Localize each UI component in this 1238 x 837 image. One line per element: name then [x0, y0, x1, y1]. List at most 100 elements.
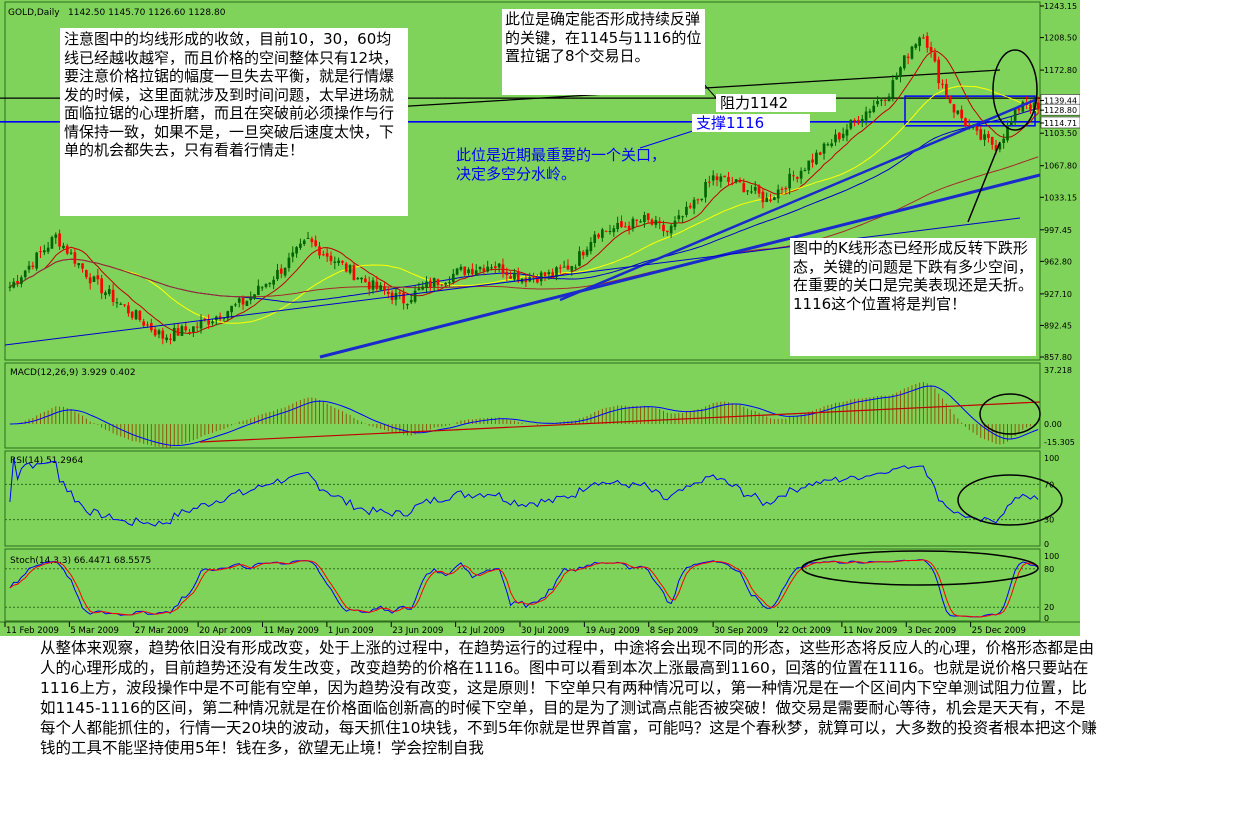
- candle-body: [708, 181, 711, 183]
- candle-body: [700, 198, 704, 200]
- long-trend-line: [319, 173, 1041, 359]
- candle-body: [757, 185, 761, 194]
- candle-body: [386, 291, 390, 294]
- candle-body: [987, 133, 990, 138]
- candle-body: [627, 225, 631, 230]
- candle-body: [497, 263, 501, 268]
- candle-body: [822, 143, 826, 154]
- candle-body: [1032, 102, 1036, 110]
- candle-body: [333, 261, 337, 263]
- candle-body: [329, 255, 333, 262]
- candle-body: [765, 197, 769, 202]
- candle-body: [69, 252, 73, 254]
- candle-body: [291, 252, 295, 257]
- candle-body: [12, 281, 16, 288]
- candle-body: [1006, 125, 1009, 141]
- candle-body: [593, 234, 597, 243]
- candle-body: [39, 251, 42, 253]
- candle-body: [283, 267, 287, 276]
- candle-body: [31, 265, 35, 268]
- candle-body: [532, 275, 535, 278]
- candle-body: [440, 284, 444, 286]
- macd-series: [9, 382, 1041, 448]
- candle-body: [925, 36, 929, 48]
- price-tick-label: 857.80: [1044, 353, 1072, 362]
- candle-body: [432, 278, 436, 287]
- candle-body: [914, 44, 918, 48]
- candle-body: [543, 272, 547, 277]
- candle-body: [753, 187, 757, 191]
- candle-body: [646, 213, 650, 220]
- candle-body: [551, 272, 555, 277]
- candle-body: [837, 132, 841, 140]
- candle-body: [35, 252, 39, 269]
- candle-body: [799, 170, 803, 179]
- short-trend-line: [559, 98, 1036, 302]
- candle-body: [864, 111, 868, 121]
- candle-body: [88, 277, 92, 284]
- date-tick-label: 5 Mar 2009: [70, 626, 118, 636]
- indicator-tick-label: 100: [1044, 552, 1059, 561]
- candle-body: [704, 181, 707, 198]
- indicator-tick-label: 0: [1044, 540, 1049, 549]
- candle-body: [601, 229, 604, 238]
- candle-body: [834, 134, 837, 143]
- chart-area: GOLD,Daily 1142.50 1145.70 1126.60 1128.…: [0, 0, 1081, 636]
- candle-body: [1017, 108, 1021, 111]
- candle-body: [673, 220, 677, 228]
- candle-body: [811, 159, 814, 163]
- price-tick-label: 1128.80: [1044, 106, 1077, 115]
- candle-body: [207, 320, 211, 325]
- candle-body: [623, 226, 627, 228]
- candle-body: [658, 221, 662, 224]
- candle-body: [635, 219, 639, 221]
- candle-body: [482, 268, 486, 272]
- date-tick-label: 11 Feb 2009: [6, 626, 59, 636]
- candle-body: [769, 199, 772, 201]
- candle-body: [589, 242, 593, 252]
- candle-body: [463, 266, 467, 275]
- price-tick-label: 1103.50: [1044, 129, 1077, 138]
- candle-body: [742, 183, 746, 193]
- stoch-label: Stoch(14,3,3) 66.4471 68.5575: [10, 556, 151, 566]
- candle-body: [964, 118, 967, 127]
- candle-body: [321, 254, 325, 256]
- price-tick-label: 1139.44: [1044, 96, 1077, 105]
- candle-body: [417, 288, 421, 291]
- candle-body: [237, 298, 241, 303]
- candle-body: [620, 221, 623, 228]
- candle-body: [868, 111, 872, 113]
- date-tick-label: 3 Dec 2009: [907, 626, 956, 636]
- date-tick-label: 30 Sep 2009: [714, 626, 768, 636]
- candle-body: [203, 318, 207, 320]
- candle-body: [146, 324, 149, 326]
- candle-body: [157, 330, 161, 335]
- candle-body: [474, 270, 478, 276]
- indicator-tick-label: 0: [1044, 614, 1049, 623]
- indicator-axes: 37.218 0.00 -15.305 100 70 30 0 100 80 20 0: [1044, 366, 1075, 623]
- date-tick-label: 19 Aug 2009: [585, 626, 639, 636]
- candle-body: [459, 266, 463, 270]
- candle-body: [161, 330, 165, 339]
- candle-body: [337, 260, 340, 264]
- candle-body: [153, 329, 157, 336]
- macd-panel-frame: [4, 362, 1041, 449]
- candle-body: [681, 216, 684, 218]
- candle-body: [818, 152, 822, 155]
- candle-body: [96, 275, 100, 280]
- right-annotation: 图中的K线形态已经形成反转下跌形态，关键的问题是下跌有多少空间，在重要的关口是完…: [790, 238, 1036, 356]
- date-axis: 11 Feb 2009 5 Mar 2009 27 Mar 2009 20 Apr 2…: [4, 622, 1026, 636]
- candle-body: [306, 237, 310, 239]
- candle-body: [16, 280, 19, 284]
- indicator-tick-label: 30: [1044, 516, 1054, 525]
- candle-body: [876, 100, 879, 105]
- candle-body: [478, 266, 482, 270]
- candle-body: [364, 278, 367, 283]
- candle-body: [795, 177, 799, 179]
- candle-body: [956, 110, 960, 114]
- candle-body: [180, 326, 184, 336]
- candle-body: [279, 268, 283, 274]
- candle-body: [92, 276, 96, 282]
- candle-body: [467, 269, 470, 274]
- candle-body: [314, 240, 318, 246]
